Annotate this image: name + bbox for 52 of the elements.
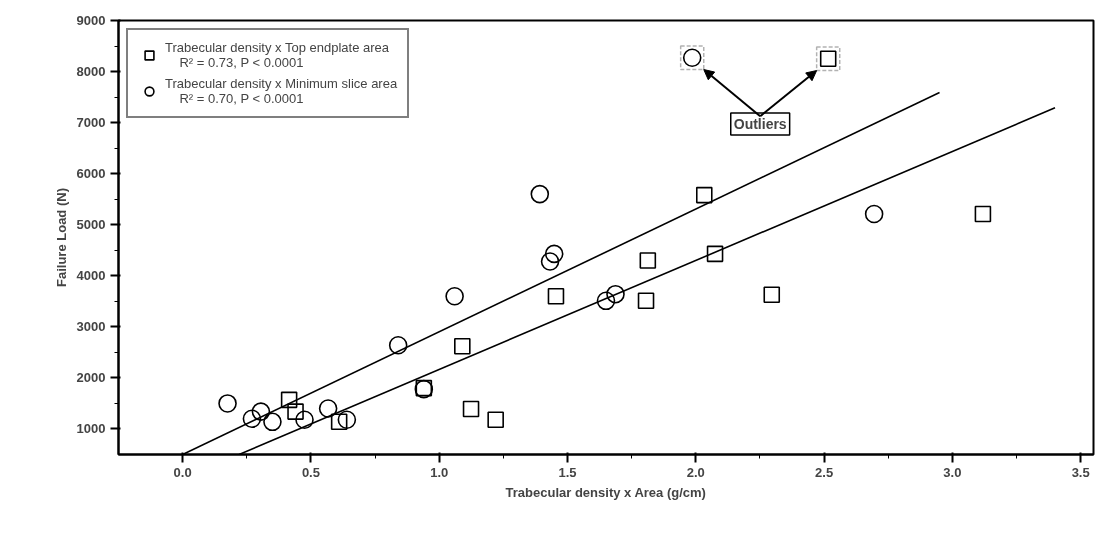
x-tick-label: 0.5: [301, 464, 320, 480]
point: [337, 410, 357, 430]
point: [462, 400, 480, 418]
point: [547, 287, 565, 305]
x-tick-label: 3.0: [943, 464, 962, 480]
x-tick-label: 1.5: [558, 464, 577, 480]
y-tick-label: 4000: [76, 268, 106, 284]
annotation: R² = 0.73, P < 0.0001: [179, 55, 304, 70]
point: [242, 409, 262, 429]
annotation: Outliers: [733, 115, 787, 132]
annotation: R² = 0.70, P < 0.0001: [179, 91, 304, 106]
point: [454, 337, 471, 355]
point: [318, 399, 338, 418]
x-tick-label: 2.0: [686, 464, 705, 480]
point: [445, 286, 464, 306]
legend-label: Trabecular density x Minimum slice area: [165, 76, 398, 91]
y-tick-label: 3000: [76, 319, 106, 335]
point: [287, 403, 304, 420]
point: [280, 391, 298, 409]
x-tick-label: 1.0: [430, 464, 449, 480]
y-tick-label: 6000: [76, 166, 106, 182]
point: [974, 205, 992, 223]
point: [251, 402, 271, 421]
y-tick-label: 8000: [76, 64, 106, 80]
y-tick-label: 7000: [76, 115, 106, 131]
point: [695, 186, 713, 204]
point: [763, 286, 781, 303]
point: [330, 413, 348, 431]
y-tick-label: 5000: [76, 217, 106, 233]
point: [530, 184, 550, 204]
x-axis-title: Trabecular density x Area (g/cm): [505, 484, 706, 500]
y-tick-label: 2000: [76, 370, 106, 386]
point: [540, 252, 560, 271]
point: [706, 245, 724, 263]
point: [487, 411, 504, 429]
point: [295, 410, 314, 430]
point: [388, 335, 408, 355]
x-tick-label: 2.5: [815, 464, 834, 480]
x-tick-label: 0.0: [173, 464, 192, 480]
point: [218, 394, 237, 413]
y-axis-title: Failure Load (N): [53, 188, 69, 287]
y-tick-label: 9000: [76, 13, 106, 28]
point: [606, 284, 625, 304]
y-tick-label: 1000: [76, 421, 106, 437]
point: [544, 244, 564, 264]
x-tick-label: 3.5: [1071, 464, 1090, 480]
point: [639, 252, 657, 269]
point: [864, 204, 884, 224]
point: [596, 291, 616, 311]
legend-label: Trabecular density x Top endplate area: [165, 40, 390, 55]
point: [263, 412, 282, 432]
point: [637, 292, 655, 310]
